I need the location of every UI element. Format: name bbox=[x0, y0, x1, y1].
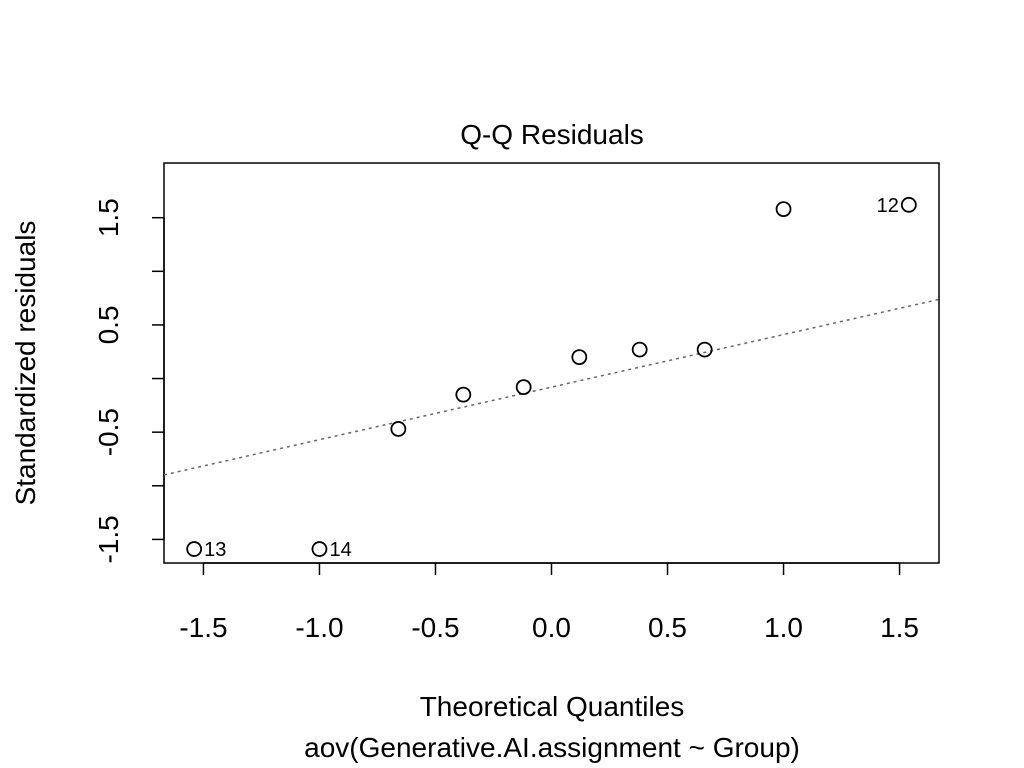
plot-frame bbox=[163, 162, 940, 564]
x-tick-label: -0.5 bbox=[411, 612, 459, 643]
data-point bbox=[571, 349, 588, 366]
x-tick-label: -1.5 bbox=[179, 612, 227, 643]
x-tick-label: -1.0 bbox=[295, 612, 343, 643]
points-layer bbox=[186, 196, 917, 557]
x-tick-label: 1.5 bbox=[880, 612, 919, 643]
chart-title: Q-Q Residuals bbox=[460, 119, 644, 150]
point-label: 13 bbox=[204, 539, 226, 561]
point-label: 14 bbox=[329, 539, 351, 561]
y-axis: -1.5 -0.5 0.5 1.5 bbox=[93, 198, 165, 564]
x-tick-label: 0.5 bbox=[648, 612, 687, 643]
y-axis-label: Standardized residuals bbox=[10, 221, 41, 506]
y-tick-label: -0.5 bbox=[93, 408, 124, 456]
data-point bbox=[390, 421, 407, 437]
data-point bbox=[455, 386, 472, 403]
data-point bbox=[900, 196, 917, 213]
reference-line bbox=[163, 298, 940, 476]
y-tick-label: 1.5 bbox=[93, 198, 124, 237]
data-point bbox=[311, 541, 328, 557]
y-tick-label: -1.5 bbox=[93, 515, 124, 563]
x-axis-label: Theoretical Quantiles bbox=[420, 691, 685, 722]
x-axis: -1.5 -1.0 -0.5 0.0 0.5 1.0 1.5 bbox=[179, 562, 919, 643]
point-label: 12 bbox=[877, 195, 899, 217]
data-point bbox=[775, 201, 792, 218]
y-tick-label: 0.5 bbox=[93, 305, 124, 344]
data-point bbox=[631, 341, 648, 358]
point-labels-layer: 13 14 12 bbox=[204, 195, 899, 561]
x-tick-label: 1.0 bbox=[764, 612, 803, 643]
data-point bbox=[186, 541, 203, 557]
x-axis-subtitle: aov(Generative.AI.assignment ~ Group) bbox=[304, 732, 800, 763]
x-tick-label: 0.0 bbox=[532, 612, 571, 643]
data-point bbox=[515, 379, 532, 396]
data-point bbox=[696, 341, 713, 358]
